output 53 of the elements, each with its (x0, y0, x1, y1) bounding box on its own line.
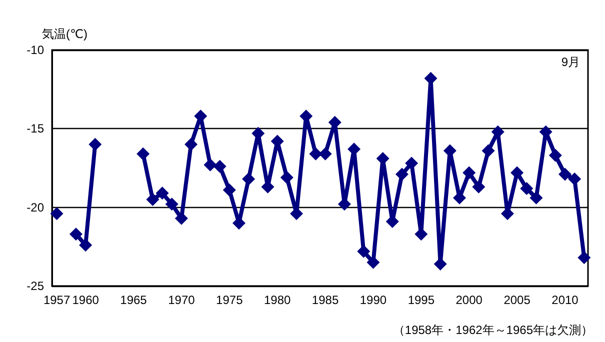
y-tick-label: -10 (26, 43, 44, 57)
point (357, 244, 370, 258)
point (88, 138, 102, 151)
point (136, 147, 150, 160)
x-tick-label: 2005 (504, 293, 531, 307)
point (366, 256, 380, 269)
y-tick-label: -20 (26, 200, 44, 214)
x-tick-label: 1980 (264, 293, 291, 307)
point (213, 160, 226, 173)
text: （1958年・1962年～1965年は欠測） (392, 323, 594, 337)
x-tick-label: 1985 (312, 293, 339, 307)
point (578, 251, 591, 264)
point (548, 148, 562, 162)
point (530, 191, 543, 204)
x-tick-label: 1957 (43, 293, 70, 307)
x-tick-label: 1990 (360, 293, 387, 307)
point (414, 228, 428, 241)
x-tick-label: 1975 (216, 293, 244, 307)
point (558, 168, 572, 181)
x-tick-label: 2010 (552, 293, 579, 307)
point (328, 116, 342, 129)
x-tick-label: 1960 (72, 293, 100, 307)
point (395, 168, 408, 181)
point (290, 207, 304, 220)
y-tick-label: -15 (26, 122, 44, 136)
x-tick-label: 1995 (408, 293, 435, 307)
point (242, 172, 256, 186)
point (424, 72, 438, 85)
annotation: 9月 (561, 55, 580, 69)
point (280, 170, 294, 184)
x-tick-label: 1970 (168, 293, 196, 307)
y-tick-label: -25 (26, 279, 44, 293)
point (510, 166, 524, 180)
x-tick-label: 2000 (456, 293, 483, 307)
point (156, 186, 169, 200)
point (69, 228, 82, 241)
point (222, 184, 236, 197)
y-axis-title: 気温(℃) (42, 27, 88, 41)
point (568, 172, 582, 186)
point (146, 192, 160, 206)
point (318, 147, 332, 160)
point (184, 138, 198, 151)
point (491, 125, 504, 138)
point (520, 182, 534, 195)
point (405, 156, 418, 170)
x-tick-label: 1965 (120, 293, 148, 307)
point (309, 147, 322, 160)
point (204, 158, 217, 172)
point (472, 180, 486, 194)
point (50, 207, 64, 220)
point (482, 144, 495, 158)
point (165, 198, 178, 211)
point (462, 166, 476, 180)
